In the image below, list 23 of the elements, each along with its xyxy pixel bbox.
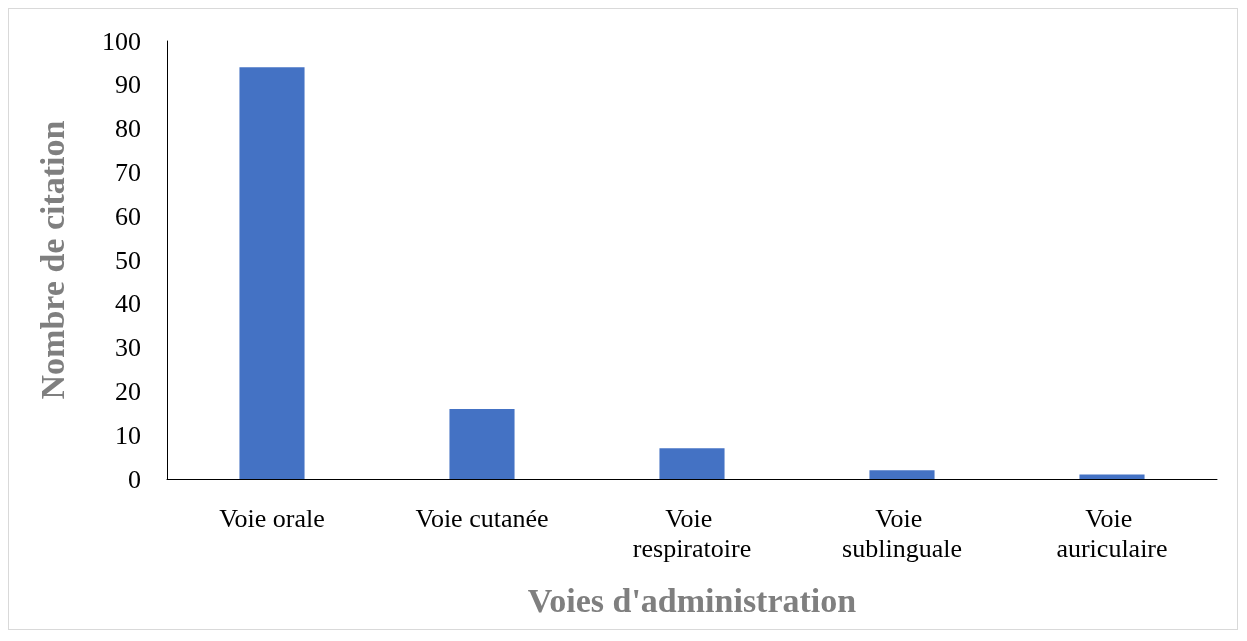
y-tick-label: 40 bbox=[115, 289, 141, 319]
y-tick-label: 20 bbox=[115, 376, 141, 406]
bar bbox=[449, 408, 515, 479]
x-axis-title: Voies d'administration bbox=[527, 581, 857, 619]
bar bbox=[659, 448, 725, 479]
y-tick-label: 60 bbox=[115, 201, 141, 231]
x-tick-label: Voie auriculaire bbox=[1056, 503, 1168, 563]
y-tick-label: 0 bbox=[128, 464, 141, 494]
y-tick-label: 90 bbox=[115, 70, 141, 100]
bar bbox=[239, 67, 305, 479]
x-tick-label: Voie sublinguale bbox=[842, 503, 962, 563]
bar bbox=[1079, 474, 1145, 479]
y-axis-title: Nombre de citation bbox=[33, 120, 71, 400]
x-tick-label: Voie respiratoire bbox=[632, 503, 752, 563]
y-tick-label: 10 bbox=[115, 420, 141, 450]
y-tick-label: 80 bbox=[115, 114, 141, 144]
y-tick-label: 70 bbox=[115, 157, 141, 187]
y-tick-label: 30 bbox=[115, 333, 141, 363]
x-tick-label: Voie orale bbox=[219, 503, 325, 533]
y-tick-label: 100 bbox=[102, 26, 141, 56]
bar bbox=[869, 470, 935, 479]
y-tick-label: 50 bbox=[115, 245, 141, 275]
x-tick-label: Voie cutanée bbox=[415, 503, 549, 533]
